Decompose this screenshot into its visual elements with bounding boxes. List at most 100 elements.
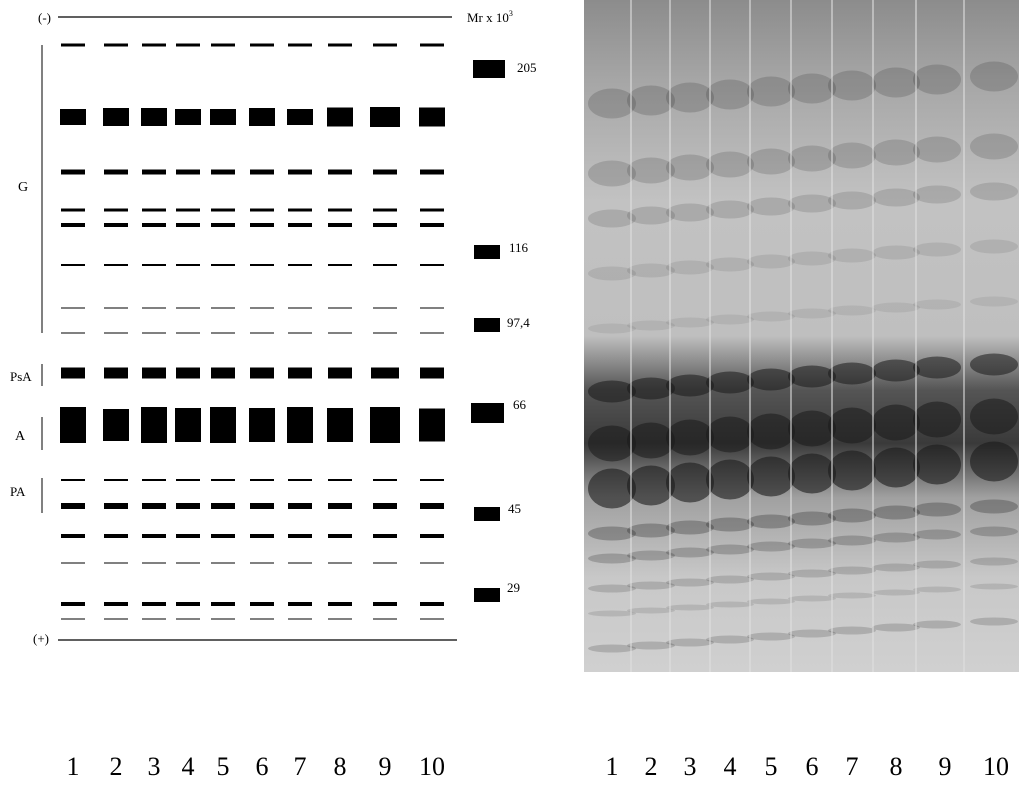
marker-band-66 [471,403,504,423]
schematic-band [61,602,85,606]
schematic-band [176,534,200,538]
gel-band [627,550,675,561]
gel-band [913,444,961,485]
gel-band [627,581,675,590]
gel-band [872,505,920,520]
gel-band [666,419,714,456]
gel-band [747,413,795,450]
gel-band [970,441,1018,482]
gel-lane-number: 4 [724,752,737,781]
schematic-band [103,108,129,126]
schematic-band [61,332,85,334]
cathode-label: (-) [38,10,51,25]
marker-label-45: 45 [508,501,521,516]
schematic-band [60,407,86,443]
gel-band [706,314,754,325]
gel-band [588,526,636,541]
schematic-band [420,618,444,620]
schematic-band [176,208,200,212]
schematic-lane-labels: 1 2 3 4 5 6 7 8 9 10 [67,752,446,781]
schematic-band [327,107,353,127]
gel-lane-number: 7 [846,752,859,781]
schematic-band [288,503,312,509]
gel-band [788,538,836,549]
schematic-band [328,534,352,538]
schematic-band [61,618,85,620]
schematic-band [250,534,274,538]
schematic-band [61,479,85,481]
gel-band [747,311,795,322]
gel-band [747,541,795,552]
schematic-band [288,169,312,175]
schematic-band [328,307,352,309]
schematic-band [176,43,200,47]
schematic-band [370,407,400,443]
gel-band [666,374,714,397]
gel-band [970,182,1018,201]
schematic-band [288,534,312,538]
gel-band [913,560,961,569]
schematic-band [210,109,236,125]
schematic-band [61,208,85,212]
gel-band [706,151,754,178]
schematic-band [176,479,200,481]
schematic-band [250,503,274,509]
group-a-label: A [15,429,26,444]
schematic-band [176,264,200,266]
gel-band [913,529,961,540]
schematic-band [104,169,128,175]
marker-label-116: 116 [509,240,529,255]
schematic-band [211,43,235,47]
schematic-band [211,367,235,379]
gel-band [627,263,675,278]
schematic-band [420,332,444,334]
schematic-band [328,223,352,227]
gel-band [828,248,876,263]
gel-band [828,142,876,169]
gel-band [627,465,675,506]
schematic-band [250,264,274,266]
schematic-lane-number: 6 [256,752,269,781]
schematic-band [104,618,128,620]
gel-lane-number: 9 [939,752,952,781]
schematic-band [249,408,275,442]
schematic-band [104,562,128,564]
schematic-band [328,503,352,509]
schematic-band [211,169,235,175]
schematic-band [176,602,200,606]
gel-band [588,425,636,462]
gel-band [970,583,1018,590]
gel-band [627,85,675,116]
schematic-band [142,43,166,47]
schematic-band [142,169,166,175]
gel-band [706,517,754,532]
gel-band [788,569,836,578]
gel-band [588,266,636,281]
schematic-band [104,367,128,379]
schematic-band [250,562,274,564]
schematic-band [104,43,128,47]
gel-band [747,572,795,581]
gel-band [747,514,795,529]
schematic-band [288,307,312,309]
schematic-band [250,208,274,212]
gel-band [828,508,876,523]
schematic-lane-number: 3 [148,752,161,781]
schematic-band [211,223,235,227]
schematic-lane-number: 2 [110,752,123,781]
gel-band [666,462,714,503]
gel-band [788,73,836,104]
schematic-band [210,407,236,443]
gel-band [872,563,920,572]
gel-band [627,377,675,400]
schematic-band [288,43,312,47]
gel-band [913,242,961,257]
marker-label-97-4: 97,4 [507,315,530,330]
schematic-band [211,602,235,606]
gel-band [747,197,795,216]
schematic-band [288,618,312,620]
gel-band [970,61,1018,92]
schematic-band [211,208,235,212]
gel-band [788,145,836,172]
schematic-band [288,208,312,212]
